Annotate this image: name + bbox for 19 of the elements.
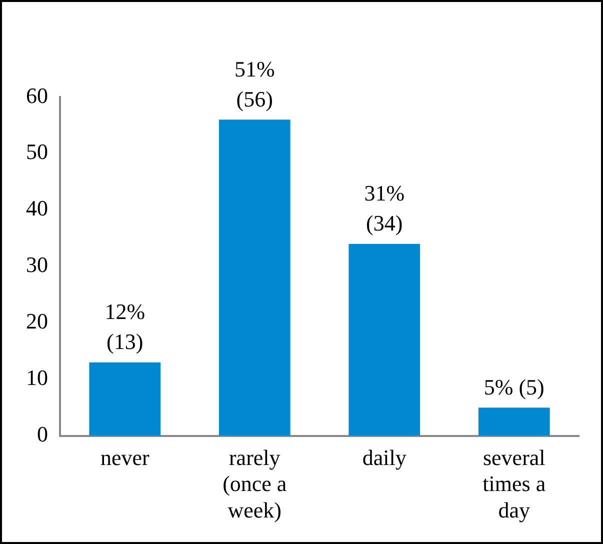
y-tick-label: 10 <box>26 365 48 390</box>
data-label: 5% (5) <box>484 374 544 400</box>
bar <box>218 120 290 436</box>
x-tick-label: several times a day <box>482 444 546 523</box>
data-label: 51% (56) <box>234 56 275 112</box>
bar <box>348 244 420 436</box>
y-tick-label: 0 <box>37 422 48 447</box>
y-tick-label: 50 <box>26 139 48 164</box>
data-label: 12% (13) <box>104 299 146 354</box>
bar <box>478 408 550 436</box>
y-tick-label: 40 <box>26 196 48 221</box>
bar <box>89 362 161 436</box>
y-tick-label: 30 <box>26 252 48 278</box>
x-tick-label: daily <box>362 444 406 470</box>
y-tick-label: 60 <box>26 82 48 108</box>
x-tick-label: never <box>100 444 150 470</box>
y-tick-label: 20 <box>26 308 48 334</box>
x-tick-label: rarely (once a week) <box>222 444 287 523</box>
data-label: 31% (34) <box>364 180 405 236</box>
